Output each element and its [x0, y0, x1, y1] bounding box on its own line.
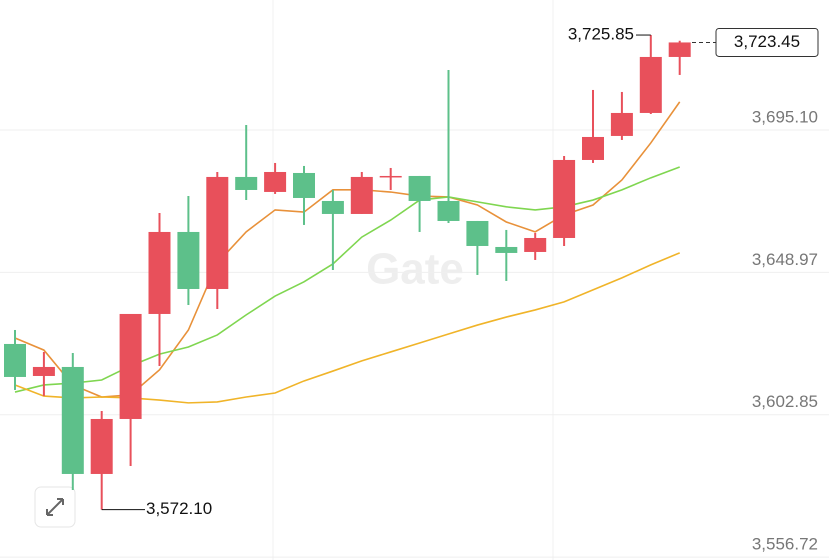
watermark: Gate	[366, 245, 464, 294]
candle-body	[495, 246, 518, 253]
last-price-label: 3,723.45	[734, 32, 800, 51]
candle-body	[32, 366, 55, 376]
ma-line	[14, 252, 681, 404]
candle-body	[148, 231, 171, 314]
ma-line	[14, 166, 680, 393]
candle-body	[61, 366, 84, 474]
candle-body	[264, 171, 287, 192]
candle-body	[524, 237, 547, 252]
expand-icon	[46, 498, 64, 516]
y-tick-label: 3,556.72	[752, 535, 818, 554]
candle-body	[668, 42, 691, 57]
candle-body	[235, 176, 258, 190]
candle-body	[321, 200, 344, 214]
candle-body	[582, 136, 604, 160]
y-tick-label: 3,695.10	[752, 107, 818, 126]
candle-body	[90, 418, 113, 474]
candle-body	[610, 112, 633, 136]
candle-body	[437, 200, 460, 221]
candle-body	[177, 231, 200, 289]
y-tick-label: 3,602.85	[752, 392, 818, 411]
candle-body	[553, 159, 576, 238]
candle-body	[4, 343, 26, 377]
last-price-box	[715, 27, 819, 57]
candle-body	[206, 176, 229, 289]
low-label: 3,572.10	[146, 499, 212, 518]
expand-button[interactable]	[34, 486, 76, 528]
candle-body	[293, 172, 315, 198]
y-tick-label: 3,648.97	[752, 250, 818, 269]
candle-body	[408, 175, 431, 201]
candle-body	[639, 56, 662, 113]
candle-body	[350, 176, 373, 214]
high-label: 3,725.85	[568, 25, 634, 44]
candle-body	[466, 220, 489, 246]
candle-body	[119, 313, 142, 419]
candle-body	[379, 175, 402, 178]
